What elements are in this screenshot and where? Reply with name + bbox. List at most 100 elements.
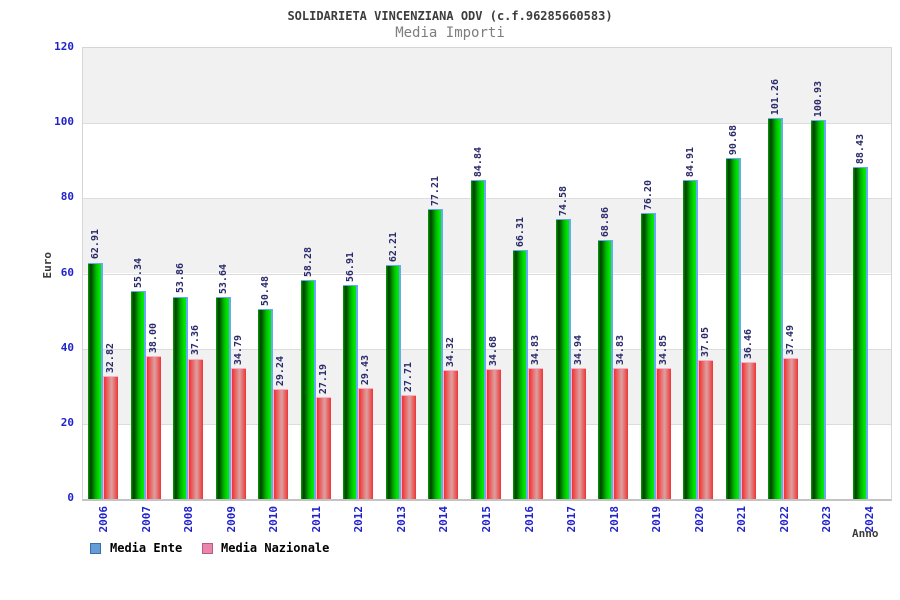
bar-value-label: 100.93 [812, 80, 824, 117]
bar-value-label: 58.28 [302, 246, 314, 277]
bar-media-nazionale [103, 375, 118, 499]
bar-media-ente [173, 296, 188, 499]
x-tick-label: 2016 [522, 506, 536, 533]
bar-value-label: 62.91 [90, 229, 101, 260]
bar-media-nazionale [528, 368, 543, 499]
x-tick-label: 2015 [480, 506, 493, 533]
bar-value-label: 34.83 [615, 335, 627, 366]
y-tick-label: 60 [60, 265, 74, 279]
bar-value-label: 34.85 [657, 334, 669, 366]
bar-media-nazionale [613, 368, 628, 499]
gridline [83, 273, 891, 275]
bar-media-ente [258, 309, 273, 499]
gridline [83, 198, 891, 200]
bar-value-label: 32.82 [105, 342, 116, 373]
x-tick-label: 2014 [437, 506, 451, 533]
x-tick-label: 2011 [309, 506, 323, 533]
bar-media-nazionale [571, 367, 586, 499]
bar-value-label: 37.36 [190, 325, 202, 356]
bar-media-ente [853, 166, 868, 499]
y-tick-label: 80 [60, 190, 74, 204]
bar-media-nazionale [316, 396, 331, 499]
bar-media-nazionale [486, 368, 501, 499]
x-tick-label: 2009 [224, 506, 238, 533]
x-tick-label: 2007 [139, 506, 153, 533]
x-tick-label: 2010 [267, 506, 281, 533]
x-tick-label: 2019 [650, 506, 664, 533]
bar-value-label: 76.20 [642, 179, 654, 210]
bar-media-nazionale [783, 358, 798, 499]
bar-value-label: 84.84 [472, 147, 484, 178]
x-tick-label: 2024 [862, 506, 876, 533]
chart-title: SOLIDARIETA VINCENZIANA ODV (c.f.9628566… [287, 9, 613, 23]
bar-media-ente [301, 279, 316, 499]
bar-media-nazionale [273, 389, 288, 499]
bar-media-ente [386, 265, 401, 499]
bar-media-nazionale [358, 388, 373, 499]
bar-value-label: 34.68 [487, 335, 499, 366]
bar-value-label: 27.71 [402, 361, 414, 392]
bar-media-nazionale [656, 368, 671, 499]
bar-value-label: 62.21 [387, 232, 399, 263]
x-tick-label: 2018 [607, 506, 621, 533]
y-tick-label: 120 [54, 40, 74, 53]
bar-value-label: 50.48 [260, 276, 272, 307]
bar-value-label: 66.31 [515, 216, 527, 247]
bar-value-label: 34.94 [572, 334, 584, 365]
bar-media-ente [683, 179, 698, 499]
x-tick-label: 2012 [352, 506, 366, 533]
x-axis-title: Anno [852, 527, 879, 540]
plot-band [83, 48, 891, 124]
bar-media-nazionale [443, 370, 458, 499]
x-tick-label: 2008 [182, 506, 196, 533]
y-tick-label: 100 [54, 115, 74, 129]
bar-value-label: 55.34 [132, 257, 144, 289]
bar-value-label: 68.86 [600, 207, 612, 238]
bar-value-label: 74.58 [557, 185, 569, 216]
bar-value-label: 56.91 [345, 252, 357, 283]
bar-media-ente [513, 249, 528, 499]
legend-swatch-media-ente [90, 543, 101, 554]
bar-value-label: 34.79 [232, 335, 244, 366]
y-tick-label: 20 [60, 415, 74, 429]
bar-media-ente [343, 285, 358, 499]
bar-value-label: 34.32 [445, 336, 457, 368]
x-tick-label: 2013 [394, 506, 408, 533]
bar-value-label: 38.00 [147, 323, 159, 354]
bar-media-nazionale [741, 361, 756, 499]
bar-value-label: 101.26 [770, 79, 782, 116]
bar-value-label: 84.91 [685, 146, 697, 177]
bar-media-ente [216, 297, 231, 499]
bar-media-ente [768, 118, 783, 499]
legend-label-media-nazionale: Media Nazionale [221, 541, 330, 555]
bar-media-ente [811, 119, 826, 499]
bar-value-label: 34.83 [530, 335, 542, 366]
bar-value-label: 37.49 [785, 325, 797, 356]
bar-value-label: 29.43 [360, 355, 372, 386]
chart-subtitle: Media Importi [395, 25, 505, 41]
x-tick-label: 2023 [820, 506, 834, 533]
bar-media-nazionale [188, 358, 203, 499]
bar-media-ente [131, 291, 146, 499]
bar-value-label: 53.64 [217, 264, 229, 295]
bar-value-label: 53.86 [175, 263, 187, 294]
bar-value-label: 29.24 [275, 356, 287, 387]
x-tick-label: 2020 [692, 506, 706, 533]
bar-media-ente [641, 212, 656, 499]
legend-label-media-ente: Media Ente [110, 541, 183, 555]
gridline [83, 123, 891, 125]
x-tick-label: 2021 [735, 506, 749, 533]
plot-area [82, 47, 892, 501]
y-tick-label: 0 [67, 491, 74, 504]
bar-value-label: 27.19 [317, 363, 329, 394]
bar-value-label: 77.21 [430, 175, 442, 206]
y-tick-label: 40 [60, 340, 74, 354]
gridline [83, 348, 891, 350]
bar-media-ente [88, 262, 103, 499]
plot-band [83, 198, 891, 274]
bar-media-nazionale [698, 359, 713, 499]
x-tick-label: 2017 [565, 506, 579, 533]
x-tick-label: 2006 [97, 506, 111, 533]
bar-value-label: 88.43 [855, 133, 867, 164]
